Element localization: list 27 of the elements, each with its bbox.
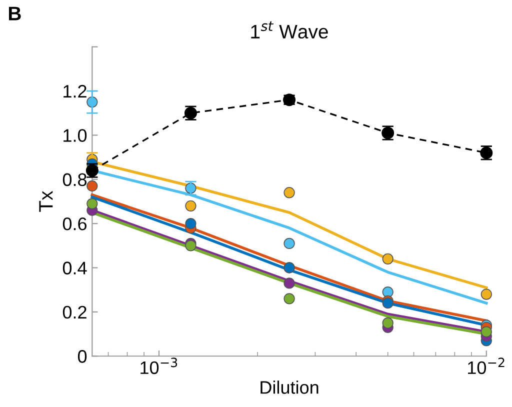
point bbox=[480, 326, 492, 338]
point bbox=[382, 298, 394, 309]
point bbox=[185, 240, 196, 252]
point bbox=[382, 253, 394, 264]
point bbox=[86, 180, 98, 192]
y-tick-label: 0.6 bbox=[62, 217, 87, 230]
y-tick-label: 1.0 bbox=[64, 129, 87, 142]
y-tick-label: 0.2 bbox=[62, 306, 86, 319]
x-tick-label: 10$^{−3}$ bbox=[140, 358, 178, 374]
y-tick-label: 1.2 bbox=[64, 84, 86, 98]
point bbox=[284, 278, 295, 289]
point bbox=[480, 288, 492, 300]
x-tick-label: 10$^{−2}$ bbox=[468, 358, 504, 374]
y-tick-label: 0 bbox=[78, 350, 87, 363]
x-axis-title: Dilution bbox=[260, 380, 318, 394]
point bbox=[284, 293, 295, 304]
y-axis-title: Tx bbox=[39, 190, 53, 212]
point bbox=[86, 198, 98, 210]
point bbox=[284, 238, 295, 250]
point bbox=[185, 218, 196, 230]
y-tick-label: 0.4 bbox=[62, 262, 87, 274]
y-tick-label: 0.8 bbox=[62, 173, 87, 186]
chart-title: 1$^{st}$ Wave bbox=[251, 21, 328, 39]
text: B bbox=[8, 6, 21, 20]
point bbox=[185, 200, 196, 212]
point bbox=[382, 317, 394, 329]
point bbox=[284, 187, 295, 198]
